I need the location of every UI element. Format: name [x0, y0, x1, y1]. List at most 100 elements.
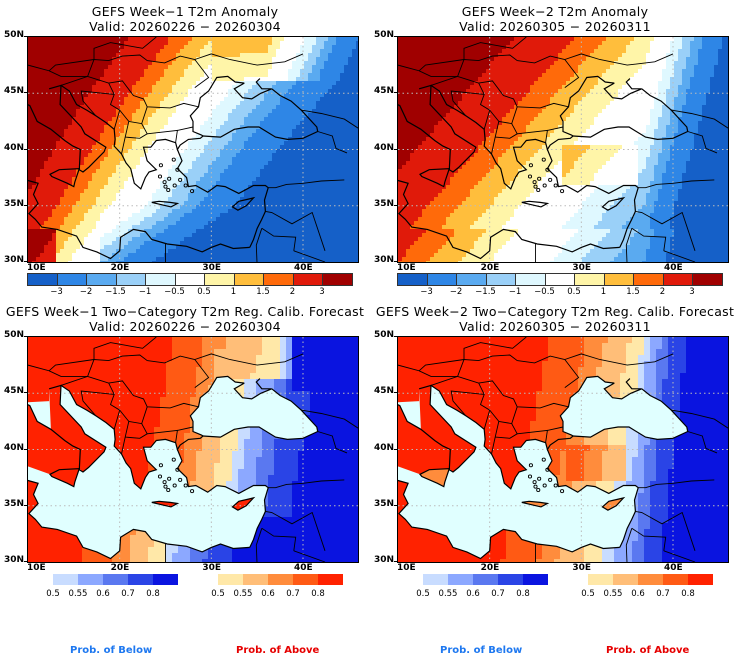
- field-cell: [284, 169, 288, 173]
- field-cell: [308, 257, 312, 261]
- field-cell: [48, 105, 52, 109]
- field-cell: [280, 141, 284, 145]
- field-cell: [332, 249, 336, 253]
- field-cell: [124, 261, 128, 262]
- field-cell: [52, 185, 56, 189]
- field-cell: [164, 73, 168, 77]
- field-cell: [292, 57, 296, 61]
- field-cell: [116, 41, 120, 45]
- field-cell: [402, 125, 406, 129]
- field-cell: [220, 133, 224, 137]
- field-cell: [252, 113, 256, 117]
- field-cell: [324, 173, 328, 177]
- field-cell: [240, 165, 244, 169]
- field-cell: [248, 213, 252, 217]
- field-cell: [260, 229, 264, 233]
- country-border: [60, 54, 210, 88]
- field-cell: [180, 237, 184, 241]
- field-cell: [316, 173, 320, 177]
- field-cell: [72, 81, 76, 85]
- field-cell: [212, 137, 216, 141]
- field-cell: [224, 237, 228, 241]
- field-cell: [280, 201, 284, 205]
- field-cell: [140, 113, 144, 117]
- field-cell: [164, 109, 168, 113]
- field-cell: [128, 197, 132, 201]
- field-cell: [64, 217, 68, 221]
- field-cell: [32, 213, 36, 217]
- field-cell: [236, 65, 240, 69]
- field-cell: [336, 133, 340, 137]
- field-cell: [264, 217, 268, 221]
- field-cell: [172, 253, 176, 257]
- field-cell: [44, 189, 48, 193]
- field-cell: [244, 101, 248, 105]
- field-cell: [320, 113, 324, 117]
- latitude-tick-label: 35N: [4, 198, 25, 209]
- field-cell: [324, 61, 328, 65]
- field-cell: [316, 221, 320, 225]
- field-cell: [224, 69, 228, 73]
- field-cell: [176, 57, 180, 61]
- field-cell: [80, 261, 84, 262]
- field-cell: [72, 157, 76, 161]
- field-cell: [292, 153, 296, 157]
- field-cell: [152, 221, 156, 225]
- field-cell: [224, 197, 228, 201]
- field-cell: [276, 41, 280, 45]
- field-cell: [60, 193, 64, 197]
- field-cell: [252, 241, 256, 245]
- field-cell: [232, 101, 236, 105]
- field-cell: [208, 109, 212, 113]
- field-cell: [268, 165, 272, 169]
- field-cell: [80, 233, 84, 237]
- field-cell: [292, 117, 296, 121]
- field-cell: [240, 161, 244, 165]
- field-cell: [88, 145, 92, 149]
- field-cell: [308, 213, 312, 217]
- field-cell: [224, 133, 228, 137]
- field-cell: [312, 197, 316, 201]
- field-cell: [324, 141, 328, 145]
- field-cell: [132, 185, 136, 189]
- field-cell: [36, 217, 40, 221]
- field-cell: [140, 237, 144, 241]
- field-cell: [212, 125, 216, 129]
- field-cells: [398, 37, 728, 262]
- field-cell: [312, 201, 316, 205]
- field-cell: [100, 241, 104, 245]
- field-cell: [406, 77, 410, 81]
- field-cell: [236, 185, 240, 189]
- field-cell: [76, 205, 80, 209]
- field-cell: [96, 153, 100, 157]
- field-cell: [76, 77, 80, 81]
- field-cell: [124, 241, 128, 245]
- field-cell: [44, 145, 48, 149]
- field-cell: [116, 185, 120, 189]
- field-cell: [88, 241, 92, 245]
- field-cell: [256, 65, 260, 69]
- field-cell: [200, 197, 204, 201]
- field-cell: [224, 165, 228, 169]
- field-cell: [112, 113, 116, 117]
- field-cell: [272, 105, 276, 109]
- field-cell: [276, 197, 280, 201]
- field-cell: [124, 181, 128, 185]
- field-cell: [156, 213, 160, 217]
- field-cell: [276, 253, 280, 257]
- field-cell: [284, 197, 288, 201]
- field-cell: [240, 105, 244, 109]
- field-cell: [232, 77, 236, 81]
- field-cell: [172, 229, 176, 233]
- field-cell: [56, 65, 60, 69]
- field-cell: [212, 129, 216, 133]
- field-cell: [92, 197, 96, 201]
- field-cell: [316, 85, 320, 89]
- field-cell: [284, 89, 288, 93]
- field-cell: [284, 161, 288, 165]
- field-cell: [264, 57, 268, 61]
- field-cell: [216, 149, 220, 153]
- field-cell: [96, 109, 100, 113]
- field-cell: [220, 225, 224, 229]
- field-cell: [172, 149, 176, 153]
